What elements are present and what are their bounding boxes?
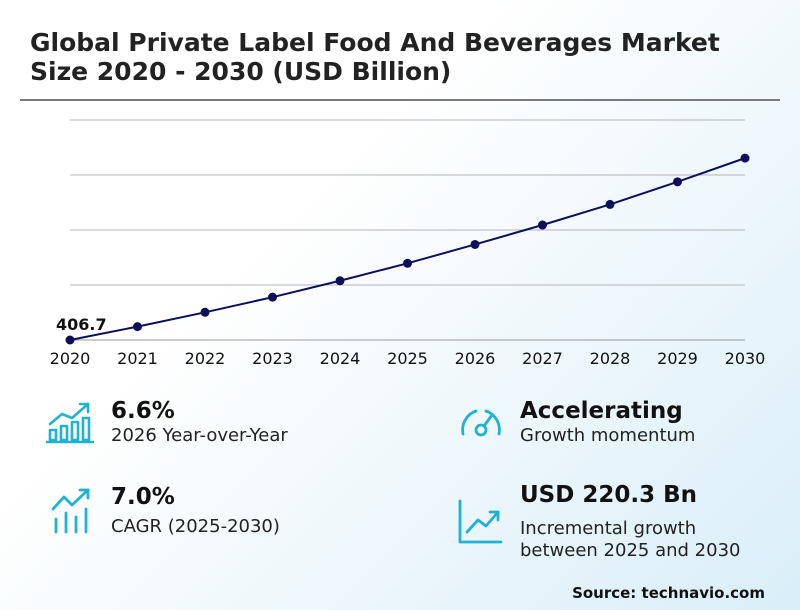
data-point xyxy=(335,276,345,286)
stat-yoy-label: 2026 Year-over-Year xyxy=(111,425,288,446)
chart-title: Global Private Label Food And Beverages … xyxy=(30,28,720,86)
x-tick-label: 2022 xyxy=(185,349,226,368)
data-point xyxy=(200,307,210,317)
data-point xyxy=(133,322,142,332)
x-tick-label: 2020 xyxy=(50,349,91,368)
x-tick-label: 2025 xyxy=(387,349,428,368)
data-point xyxy=(268,292,277,302)
stat-yoy: 6.6% 2026 Year-over-Year xyxy=(111,397,288,447)
data-point xyxy=(673,177,682,187)
data-point xyxy=(403,258,412,268)
stat-cagr-label: CAGR (2025-2030) xyxy=(111,516,280,537)
stat-momentum-label: Growth momentum xyxy=(520,425,696,446)
series-line xyxy=(69,157,746,341)
title-divider xyxy=(20,99,780,101)
stat-momentum-value: Accelerating xyxy=(520,398,683,424)
bar-chart-growth-icon xyxy=(46,402,94,444)
line-chart: 2020 2021 2022 2023 2024 2025 2026 2027 2028 2029… xyxy=(50,119,766,368)
data-labels: 406.7 xyxy=(56,315,107,334)
data-point xyxy=(740,153,750,163)
x-tick-label: 2030 xyxy=(725,349,766,368)
x-tick-label: 2027 xyxy=(522,349,563,368)
data-point xyxy=(65,335,75,345)
series-points xyxy=(65,153,750,345)
speedometer-icon xyxy=(461,409,501,437)
data-point xyxy=(605,199,615,209)
data-label: 406.7 xyxy=(56,315,107,334)
x-tick-label: 2024 xyxy=(320,349,361,368)
x-tick-label: 2028 xyxy=(590,349,631,368)
stat-incremental-value: USD 220.3 Bn xyxy=(520,482,698,508)
x-axis-ticks: 2020 2021 2022 2023 2024 2025 2026 2027 2028 2029… xyxy=(50,349,766,368)
data-point xyxy=(538,220,547,230)
stat-cagr: 7.0% CAGR (2025-2030) xyxy=(111,483,280,538)
stat-incremental-label-2: between 2025 and 2030 xyxy=(520,540,741,561)
data-point xyxy=(470,239,480,249)
stat-momentum: Accelerating Growth momentum xyxy=(520,397,695,447)
stat-incremental-label-1: Incremental growth xyxy=(520,518,697,539)
trend-bars-icon xyxy=(51,488,90,534)
x-tick-label: 2021 xyxy=(117,349,158,368)
line-chart-up-icon xyxy=(458,499,503,544)
source-credit: Source: technavio.com xyxy=(572,584,765,602)
stat-cagr-value: 7.0% xyxy=(111,484,175,510)
chart-grid xyxy=(70,119,745,341)
x-tick-label: 2029 xyxy=(657,349,698,368)
stat-yoy-value: 6.6% xyxy=(111,398,175,424)
x-tick-label: 2026 xyxy=(455,349,496,368)
stat-incremental: USD 220.3 Bn Incremental growth between … xyxy=(520,481,740,562)
x-tick-label: 2023 xyxy=(252,349,293,368)
